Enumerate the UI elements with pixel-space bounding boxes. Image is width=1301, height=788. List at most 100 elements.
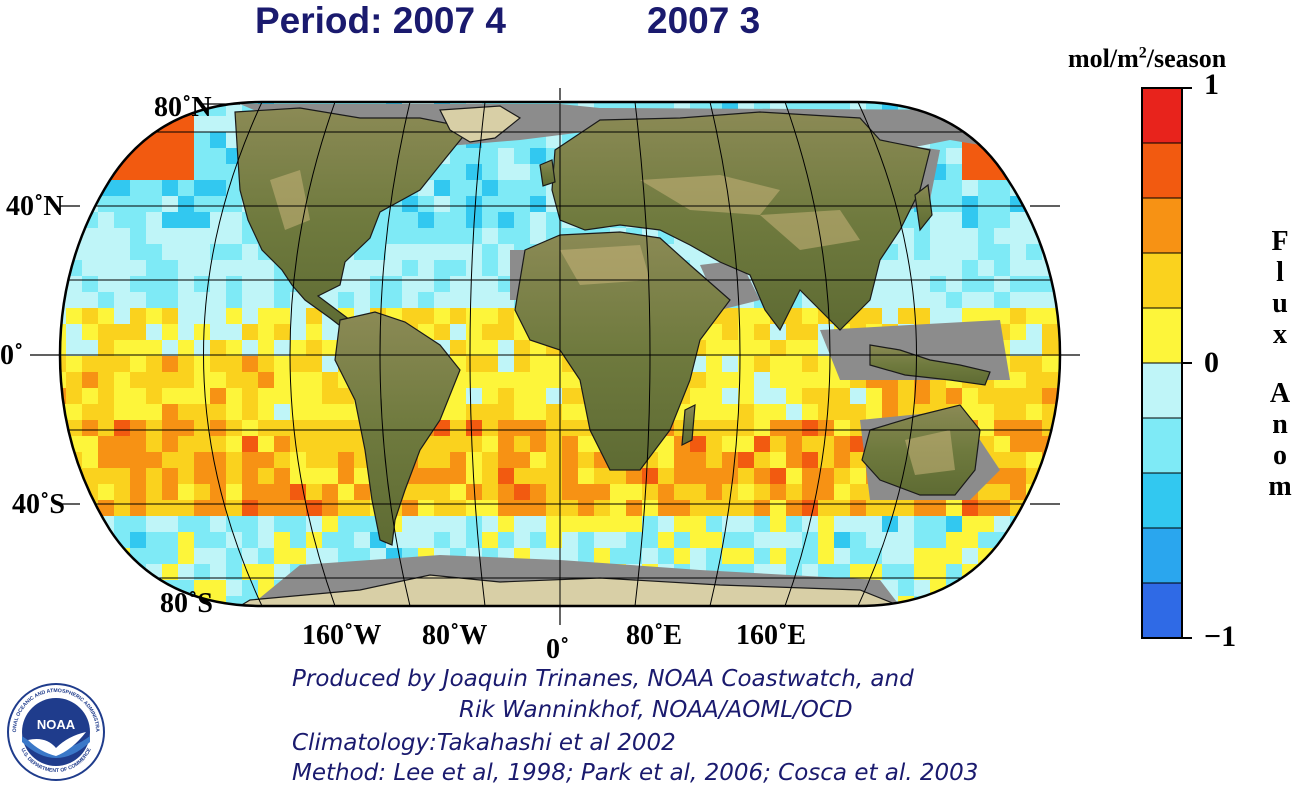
flux-cell [482,308,498,324]
flux-cell [258,420,274,436]
flux-cell [242,340,258,356]
flux-cell [418,308,434,324]
flux-cell [930,102,946,116]
flux-cell [722,356,738,372]
flux-cell [1026,532,1042,548]
lon-label-0: 0˚ [546,634,570,665]
flux-cell [130,276,146,292]
flux-cell [322,372,338,388]
flux-cell [290,436,306,452]
flux-cell [626,500,642,516]
flux-cell [98,484,114,500]
colorbar-mid-label: 0 [1204,346,1219,379]
flux-cell [290,516,306,532]
flux-cell [1010,164,1026,180]
flux-cell [178,452,194,468]
flux-cell [242,292,258,308]
flux-cell [66,324,82,340]
flux-cell [962,548,978,564]
flux-cell [770,340,786,356]
flux-cell [1026,196,1042,212]
flux-cell [658,548,674,564]
flux-cell [738,452,754,468]
flux-cell [1026,180,1042,196]
flux-cell [130,356,146,372]
flux-cell [1058,116,1060,132]
flux-cell [802,340,818,356]
flux-cell [994,196,1010,212]
flux-cell [60,116,66,132]
flux-cell [770,404,786,420]
flux-cell [978,116,994,132]
flux-cell [114,452,130,468]
flux-cell [610,548,626,564]
flux-cell [994,260,1010,276]
flux-cell [914,276,930,292]
flux-cell [930,260,946,276]
flux-cell [914,292,930,308]
flux-cell [162,548,178,564]
flux-cell [914,388,930,404]
flux-cell [738,468,754,484]
flux-cell [786,308,802,324]
flux-cell [290,372,306,388]
flux-cell [210,340,226,356]
flux-cell [1042,164,1058,180]
flux-cell [514,404,530,420]
flux-cell [1010,148,1026,164]
flux-cell [194,468,210,484]
flux-cell [994,564,1010,580]
flux-cell [242,372,258,388]
flux-cell [882,260,898,276]
flux-cell [1042,196,1058,212]
colorbar-segment [1142,143,1182,198]
flux-cell [962,244,978,260]
flux-cell [802,484,818,500]
flux-cell [434,436,450,452]
flux-cell [130,196,146,212]
flux-cell [98,420,114,436]
flux-cell [66,500,82,516]
flux-cell [178,228,194,244]
flux-cell [818,500,834,516]
flux-cell [210,532,226,548]
flux-cell [482,340,498,356]
flux-cell [1010,228,1026,244]
flux-cell [194,516,210,532]
flux-cell [1042,388,1058,404]
flux-cell [754,388,770,404]
flux-cell [930,548,946,564]
flux-cell [898,292,914,308]
flux-cell [674,500,690,516]
flux-cell [514,500,530,516]
flux-cell [978,500,994,516]
flux-cell [994,580,1010,596]
flux-cell [1026,276,1042,292]
flux-cell [530,148,546,164]
flux-cell [530,468,546,484]
flux-cell [226,468,242,484]
flux-cell [498,516,514,532]
flux-cell [1026,548,1042,564]
flux-cell [530,420,546,436]
flux-cell [546,516,562,532]
flux-cell [386,292,402,308]
flux-cell [530,212,546,228]
flux-cell [402,212,418,228]
flux-cell [146,468,162,484]
flux-cell [322,484,338,500]
flux-cell [466,404,482,420]
flux-cell [530,228,546,244]
flux-cell [1042,500,1058,516]
flux-cell [946,148,962,164]
flux-cell [994,548,1010,564]
flux-cell [418,532,434,548]
flux-cell [82,580,98,596]
flux-cell [1058,436,1060,452]
flux-cell [466,308,482,324]
flux-cell [226,276,242,292]
flux-cell [674,484,690,500]
flux-cell [482,148,498,164]
flux-cell [1058,180,1060,196]
flux-cell [66,388,82,404]
